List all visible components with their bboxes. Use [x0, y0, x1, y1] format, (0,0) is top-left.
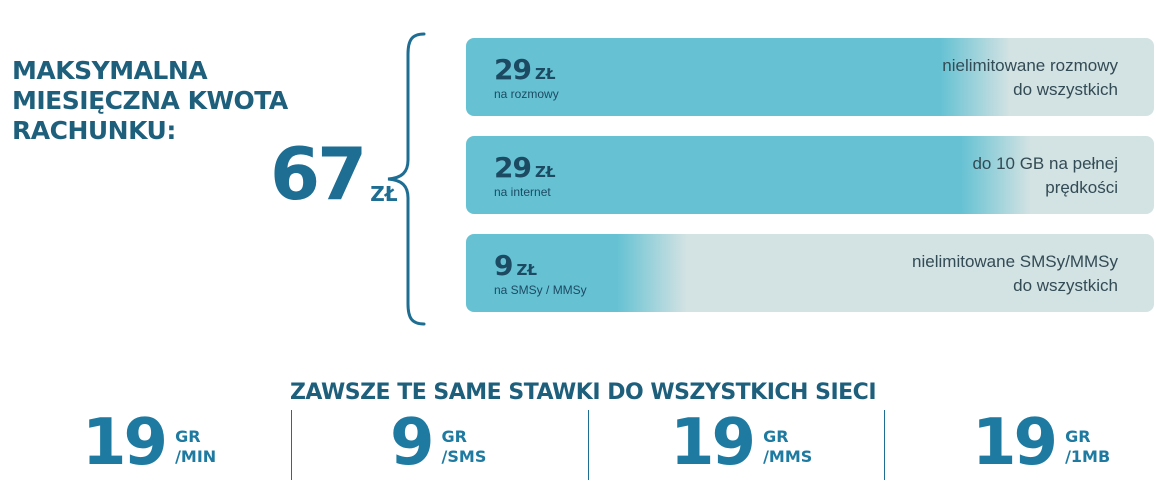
rate-per-mb-units: GR /1MB — [1065, 427, 1110, 467]
card-internet-currency: ZŁ — [534, 163, 556, 181]
total-amount-currency: ZŁ — [370, 182, 398, 206]
heading-line-1: MAKSYMALNA — [12, 56, 208, 85]
rate-per-sms-units: GR /SMS — [442, 427, 487, 467]
card-internet-fill — [466, 136, 1154, 214]
rate-per-minute-unit-currency: GR — [175, 427, 201, 446]
card-sms-desc-line-1: nielimitowane SMSy/MMSy — [912, 252, 1118, 271]
rate-per-mb-unit-basis: /1MB — [1065, 447, 1111, 466]
card-sms-description: nielimitowane SMSy/MMSy do wszystkich — [912, 250, 1118, 298]
rate-per-mms-unit-currency: GR — [763, 427, 789, 446]
max-bill-heading: MAKSYMALNA MIESIĘCZNA KWOTA RACHUNKU: — [12, 56, 312, 146]
rate-per-minute-units: GR /MIN — [175, 427, 216, 467]
card-calls-subtitle: na rozmowy — [494, 87, 559, 101]
total-amount-value: 67 — [270, 132, 367, 216]
rate-per-minute: 19 GR /MIN — [82, 410, 216, 480]
card-internet-subtitle: na internet — [494, 185, 551, 199]
card-calls-amount-value: 29 — [494, 53, 532, 86]
rate-per-sms-value: 9 — [390, 406, 434, 480]
card-sms-amount-value: 9 — [494, 249, 514, 282]
card-calls: 29 ZŁ na rozmowy nielimitowane rozmowy do… — [466, 38, 1154, 116]
card-calls-amount: 29 ZŁ — [494, 53, 555, 86]
rate-per-minute-value: 19 — [82, 406, 168, 480]
card-internet-amount: 29 ZŁ — [494, 151, 555, 184]
rate-per-mms-value: 19 — [670, 406, 756, 480]
heading-line-3: RACHUNKU: — [12, 116, 176, 145]
card-sms-desc-line-2: do wszystkich — [1013, 276, 1118, 295]
rate-divider — [588, 410, 589, 480]
rate-per-minute-unit-basis: /MIN — [175, 447, 217, 466]
card-sms-subtitle: na SMSy / MMSy — [494, 283, 587, 297]
rate-per-sms-unit-basis: /SMS — [441, 447, 487, 466]
rate-per-sms-unit-currency: GR — [441, 427, 467, 446]
rate-per-sms: 9 GR /SMS — [390, 410, 486, 480]
total-amount: 67 ZŁ — [270, 138, 398, 210]
rate-per-mb-unit-currency: GR — [1065, 427, 1091, 446]
rate-per-mms: 19 GR /MMS — [670, 410, 812, 480]
rate-per-mb-value: 19 — [972, 406, 1058, 480]
card-internet-desc-line-2: prędkości — [1045, 178, 1118, 197]
card-internet: 29 ZŁ na internet do 10 GB na pełnej pręd… — [466, 136, 1154, 214]
card-sms: 9 ZŁ na SMSy / MMSy nielimitowane SMSy/MM… — [466, 234, 1154, 312]
card-calls-description: nielimitowane rozmowy do wszystkich — [942, 54, 1118, 102]
heading-line-2: MIESIĘCZNA KWOTA — [12, 86, 288, 115]
curly-brace — [387, 32, 426, 326]
card-internet-desc-line-1: do 10 GB na pełnej — [972, 154, 1118, 173]
rate-divider — [884, 410, 885, 480]
card-internet-description: do 10 GB na pełnej prędkości — [972, 152, 1118, 200]
card-calls-currency: ZŁ — [534, 65, 556, 83]
rates-heading: ZAWSZE TE SAME STAWKI DO WSZYSTKICH SIEC… — [289, 380, 877, 405]
rate-per-mb: 19 GR /1MB — [972, 410, 1110, 480]
card-internet-amount-value: 29 — [494, 151, 532, 184]
card-calls-desc-line-2: do wszystkich — [1013, 80, 1118, 99]
rate-divider — [291, 410, 292, 480]
card-calls-fill — [466, 38, 1154, 116]
card-sms-currency: ZŁ — [516, 261, 537, 279]
rate-per-mms-unit-basis: /MMS — [763, 447, 813, 466]
card-sms-amount: 9 ZŁ — [494, 249, 537, 282]
rate-per-mms-units: GR /MMS — [763, 427, 812, 467]
card-sms-fill — [466, 234, 1154, 312]
card-calls-desc-line-1: nielimitowane rozmowy — [942, 56, 1118, 75]
